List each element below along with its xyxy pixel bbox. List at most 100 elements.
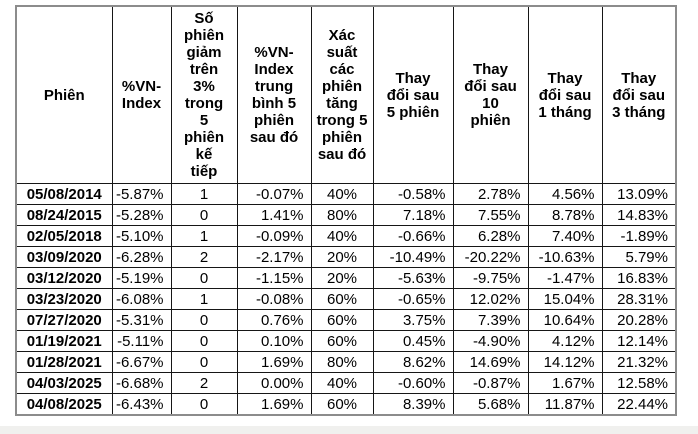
avg-5-session-cell: -0.09%	[236, 225, 312, 247]
decline-count-cell: 2	[170, 372, 238, 394]
change-10-session-cell: 14.69%	[452, 351, 529, 373]
pct-vnindex-cell: -6.67%	[111, 351, 172, 373]
table-row: 01/28/2021 -6.67% 0 1.69% 80% 8.62% 14.69% 14.1…	[15, 351, 677, 373]
date-cell: 08/24/2015	[15, 204, 113, 226]
change-3-month-cell: 21.32%	[601, 351, 677, 373]
decline-count-cell: 2	[170, 246, 238, 268]
pct-vnindex-cell: -5.28%	[111, 204, 172, 226]
change-10-session-cell: 5.68%	[452, 393, 529, 416]
table-body: 05/08/2014 -5.87% 1 -0.07% 40% -0.58% 2.78% 4.5…	[15, 183, 677, 416]
change-1-month-cell: 1.67%	[527, 372, 603, 394]
change-10-session-cell: -4.90%	[452, 330, 529, 352]
change-3-month-cell: 13.09%	[601, 183, 677, 205]
date-cell: 04/03/2025	[15, 372, 113, 394]
change-3-month-cell: 20.28%	[601, 309, 677, 331]
table-row: 03/23/2020 -6.08% 1 -0.08% 60% -0.65% 12.02% 15…	[15, 288, 677, 310]
change-1-month-cell: 14.12%	[527, 351, 603, 373]
change-5-session-cell: 3.75%	[372, 309, 454, 331]
column-header-so-phien-giam: Số phiên giảm trên 3% trong 5 phiên kế t…	[170, 5, 238, 184]
change-5-session-cell: -10.49%	[372, 246, 454, 268]
up-probability-cell: 80%	[310, 351, 374, 373]
decline-count-cell: 0	[170, 393, 238, 416]
column-header-xac-suat-tang: Xác suất các phiên tăng trong 5 phiên sa…	[310, 5, 374, 184]
decline-count-cell: 0	[170, 267, 238, 289]
change-10-session-cell: 12.02%	[452, 288, 529, 310]
decline-count-cell: 1	[170, 288, 238, 310]
change-1-month-cell: 4.12%	[527, 330, 603, 352]
table-row: 08/24/2015 -5.28% 0 1.41% 80% 7.18% 7.55% 8.78%…	[15, 204, 677, 226]
avg-5-session-cell: 1.69%	[236, 351, 312, 373]
decline-count-cell: 0	[170, 330, 238, 352]
avg-5-session-cell: -0.07%	[236, 183, 312, 205]
decline-count-cell: 0	[170, 351, 238, 373]
header-row: Phiên %VN- Index Số phiên giảm trên 3% tro…	[15, 5, 677, 184]
avg-5-session-cell: -0.08%	[236, 288, 312, 310]
pct-vnindex-cell: -6.28%	[111, 246, 172, 268]
avg-5-session-cell: 1.69%	[236, 393, 312, 416]
change-3-month-cell: 22.44%	[601, 393, 677, 416]
change-5-session-cell: -0.66%	[372, 225, 454, 247]
change-5-session-cell: 0.45%	[372, 330, 454, 352]
table-row: 01/19/2021 -5.11% 0 0.10% 60% 0.45% -4.90% 4.12…	[15, 330, 677, 352]
change-1-month-cell: 10.64%	[527, 309, 603, 331]
change-5-session-cell: -5.63%	[372, 267, 454, 289]
change-10-session-cell: 6.28%	[452, 225, 529, 247]
date-cell: 03/12/2020	[15, 267, 113, 289]
avg-5-session-cell: 0.76%	[236, 309, 312, 331]
change-10-session-cell: -9.75%	[452, 267, 529, 289]
change-1-month-cell: 4.56%	[527, 183, 603, 205]
pct-vnindex-cell: -5.11%	[111, 330, 172, 352]
up-probability-cell: 20%	[310, 246, 374, 268]
change-1-month-cell: 11.87%	[527, 393, 603, 416]
change-1-month-cell: 8.78%	[527, 204, 603, 226]
column-header-thay-doi-3-thang: Thay đổi sau 3 tháng	[601, 5, 677, 184]
table-row: 07/27/2020 -5.31% 0 0.76% 60% 3.75% 7.39% 10.64…	[15, 309, 677, 331]
table-row: 03/09/2020 -6.28% 2 -2.17% 20% -10.49% -20.22%…	[15, 246, 677, 268]
vnindex-drop-sessions-table: Phiên %VN- Index Số phiên giảm trên 3% tro…	[15, 5, 677, 416]
column-header-vnindex-trung-binh: %VN- Index trung bình 5 phiên sau đó	[236, 5, 312, 184]
date-cell: 03/09/2020	[15, 246, 113, 268]
up-probability-cell: 60%	[310, 393, 374, 416]
change-10-session-cell: 7.55%	[452, 204, 529, 226]
pct-vnindex-cell: -5.19%	[111, 267, 172, 289]
change-5-session-cell: 7.18%	[372, 204, 454, 226]
change-1-month-cell: -1.47%	[527, 267, 603, 289]
date-cell: 05/08/2014	[15, 183, 113, 205]
date-cell: 04/08/2025	[15, 393, 113, 416]
change-10-session-cell: 7.39%	[452, 309, 529, 331]
change-3-month-cell: 16.83%	[601, 267, 677, 289]
pct-vnindex-cell: -6.43%	[111, 393, 172, 416]
pct-vnindex-cell: -6.68%	[111, 372, 172, 394]
change-3-month-cell: 12.58%	[601, 372, 677, 394]
column-header-thay-doi-1-thang: Thay đổi sau 1 tháng	[527, 5, 603, 184]
change-3-month-cell: 12.14%	[601, 330, 677, 352]
date-cell: 07/27/2020	[15, 309, 113, 331]
decline-count-cell: 1	[170, 225, 238, 247]
change-10-session-cell: -20.22%	[452, 246, 529, 268]
date-cell: 01/19/2021	[15, 330, 113, 352]
table-row: 02/05/2018 -5.10% 1 -0.09% 40% -0.66% 6.28% 7.4…	[15, 225, 677, 247]
pct-vnindex-cell: -5.31%	[111, 309, 172, 331]
up-probability-cell: 40%	[310, 183, 374, 205]
column-header-thay-doi-10-phien: Thay đổi sau 10 phiên	[452, 5, 529, 184]
avg-5-session-cell: -2.17%	[236, 246, 312, 268]
change-5-session-cell: 8.62%	[372, 351, 454, 373]
change-1-month-cell: 15.04%	[527, 288, 603, 310]
column-header-thay-doi-5-phien: Thay đổi sau 5 phiên	[372, 5, 454, 184]
column-header-phien: Phiên	[15, 5, 113, 184]
table-row: 03/12/2020 -5.19% 0 -1.15% 20% -5.63% -9.75% -1…	[15, 267, 677, 289]
column-header-pct-vnindex: %VN- Index	[111, 5, 172, 184]
up-probability-cell: 80%	[310, 204, 374, 226]
decline-count-cell: 0	[170, 309, 238, 331]
change-3-month-cell: -1.89%	[601, 225, 677, 247]
avg-5-session-cell: 1.41%	[236, 204, 312, 226]
table-row: 05/08/2014 -5.87% 1 -0.07% 40% -0.58% 2.78% 4.5…	[15, 183, 677, 205]
up-probability-cell: 40%	[310, 225, 374, 247]
pct-vnindex-cell: -5.10%	[111, 225, 172, 247]
change-3-month-cell: 14.83%	[601, 204, 677, 226]
up-probability-cell: 60%	[310, 330, 374, 352]
date-cell: 02/05/2018	[15, 225, 113, 247]
change-5-session-cell: -0.65%	[372, 288, 454, 310]
change-5-session-cell: -0.58%	[372, 183, 454, 205]
